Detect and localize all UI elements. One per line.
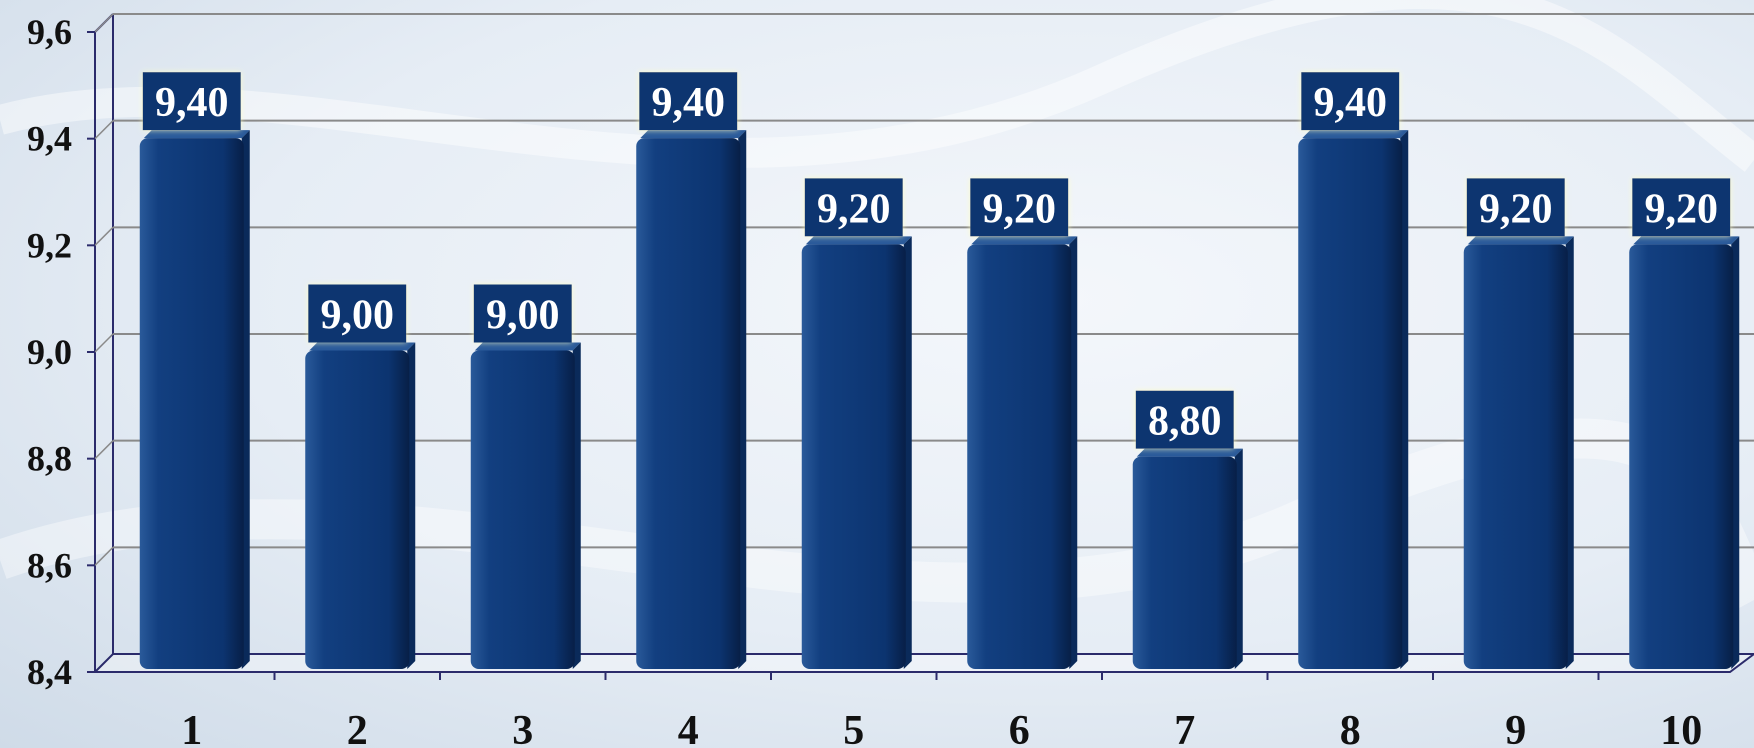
- data-label-text: 9,00: [486, 293, 560, 339]
- gridline-side: [94, 13, 114, 33]
- bar-top: [474, 342, 581, 351]
- x-tick-label: 1: [181, 708, 202, 748]
- bar-5: [801, 236, 912, 670]
- y-tick-label: 9,2: [27, 225, 72, 265]
- data-label-box: [308, 284, 407, 343]
- bar-front: [636, 138, 741, 669]
- y-axis-tick-labels: 8,4 8,6 8,8 9,0 9,2 9,4 9,6: [27, 12, 95, 692]
- data-label-box: [639, 72, 738, 131]
- bar-10: [1629, 236, 1740, 670]
- data-label-box: [1135, 390, 1234, 449]
- x-axis-category-labels: 1 2 3 4 5 6 7 8 9 10: [181, 672, 1702, 748]
- bar-1: [139, 130, 250, 669]
- x-tick-label: 3: [512, 708, 533, 748]
- y-tick-label: 8,8: [27, 439, 72, 479]
- bar-7: [1132, 448, 1243, 669]
- data-label-6: 9,20: [970, 178, 1069, 237]
- data-label-2: 9,00: [308, 284, 407, 343]
- data-label-5: 9,20: [804, 178, 903, 237]
- gridline-side: [94, 120, 114, 140]
- y-tick-label: 9,0: [27, 332, 72, 372]
- bar-3: [470, 342, 581, 669]
- data-label-box: [1632, 178, 1731, 237]
- data-label-8: 9,40: [1301, 72, 1400, 131]
- x-tick-label: 5: [843, 708, 864, 748]
- y-tick-label: 9,4: [27, 119, 72, 159]
- gridline-side: [94, 440, 114, 460]
- x-tick-label: 4: [678, 708, 699, 748]
- bar-front: [139, 138, 244, 669]
- data-label-box: [1466, 178, 1565, 237]
- data-label-text: 9,40: [1314, 80, 1388, 126]
- bar-6: [967, 236, 1078, 670]
- bar-top: [1467, 236, 1574, 245]
- y-tick-label: 8,6: [27, 545, 72, 585]
- bar-top: [805, 236, 912, 245]
- bar-front: [1629, 244, 1734, 670]
- data-label-text: 9,20: [1479, 186, 1553, 232]
- x-tick-label: 8: [1340, 708, 1361, 748]
- gridline-side: [94, 226, 114, 246]
- bar-8: [1298, 130, 1409, 669]
- y-tick-label: 8,4: [27, 652, 72, 692]
- bars: [139, 130, 1740, 670]
- data-label-box: [804, 178, 903, 237]
- data-label-box: [970, 178, 1069, 237]
- bar-4: [636, 130, 747, 669]
- data-label-text: 9,20: [1645, 186, 1719, 232]
- data-label-text: 9,40: [155, 80, 229, 126]
- bar-9: [1463, 236, 1574, 670]
- data-label-text: 8,80: [1148, 399, 1222, 445]
- bar-front: [1463, 244, 1568, 670]
- data-label-7: 8,80: [1135, 390, 1234, 449]
- data-label-3: 9,00: [473, 284, 572, 343]
- data-label-text: 9,40: [652, 80, 726, 126]
- bar-top: [971, 236, 1078, 245]
- bar-top: [1136, 448, 1243, 457]
- data-label-text: 9,20: [817, 186, 891, 232]
- x-tick-label: 2: [347, 708, 368, 748]
- bar-top: [143, 130, 250, 139]
- gridline-side: [94, 333, 114, 353]
- bar-front: [967, 244, 1072, 670]
- x-tick-label: 9: [1505, 708, 1526, 748]
- bar-top: [640, 130, 747, 139]
- x-tick-label: 7: [1174, 708, 1195, 748]
- data-label-9: 9,20: [1466, 178, 1565, 237]
- gridline-side: [94, 546, 114, 566]
- data-labels: 9,40 9,00 9,00 9,40 9,20 9,20 8,80 9,40 9,20 9,20: [142, 72, 1731, 449]
- bar-front: [305, 350, 410, 669]
- bar-front: [1298, 138, 1403, 669]
- bar-2: [305, 342, 416, 669]
- data-label-box: [1301, 72, 1400, 131]
- bar-top: [1633, 236, 1740, 245]
- data-label-text: 9,20: [983, 186, 1057, 232]
- bar-top: [309, 342, 416, 351]
- data-label-box: [142, 72, 241, 131]
- x-tick-label: 10: [1660, 708, 1702, 748]
- bar-front: [801, 244, 906, 670]
- bar-top: [1302, 130, 1409, 139]
- bar-front: [1132, 456, 1237, 669]
- data-label-box: [473, 284, 572, 343]
- y-tick-label: 9,6: [27, 12, 72, 52]
- data-label-10: 9,20: [1632, 178, 1731, 237]
- bar-front: [470, 350, 575, 669]
- data-label-1: 9,40: [142, 72, 241, 131]
- data-label-text: 9,00: [321, 293, 395, 339]
- data-label-4: 9,40: [639, 72, 738, 131]
- x-tick-label: 6: [1009, 708, 1030, 748]
